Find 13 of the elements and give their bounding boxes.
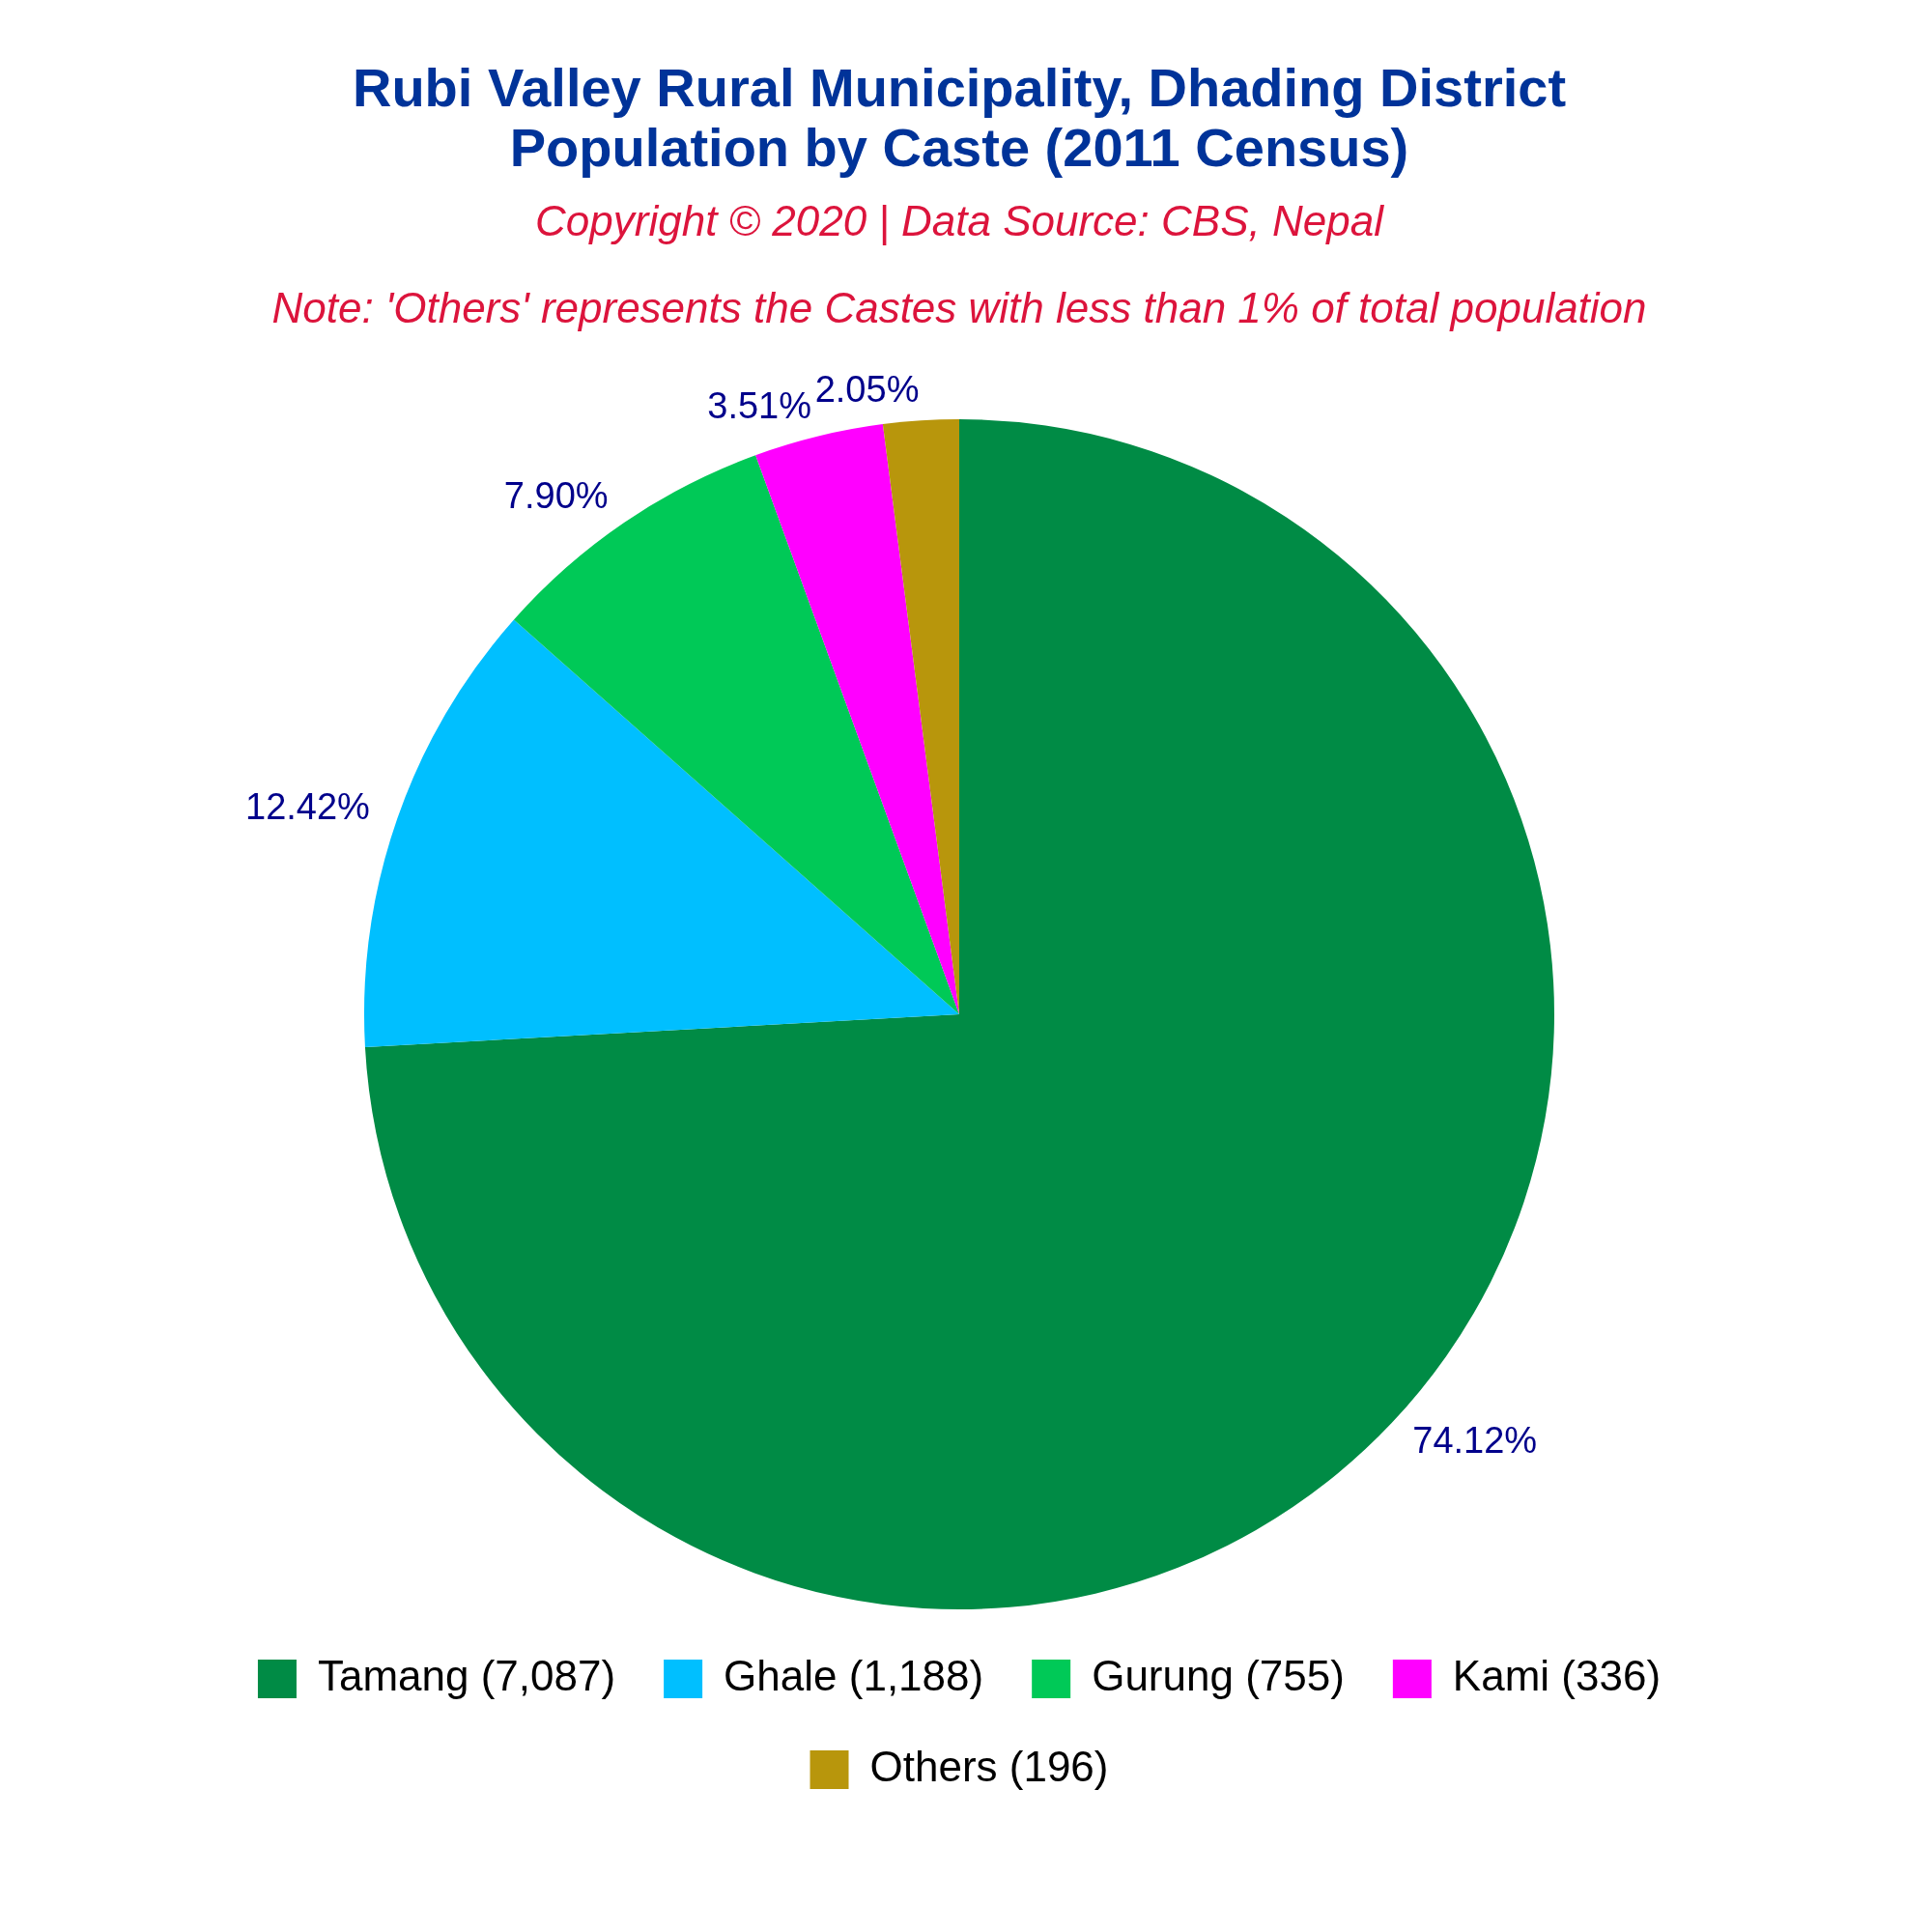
chart-subtitle: Copyright © 2020 | Data Source: CBS, Nepal [534,197,1385,245]
data-label: 3.51% [707,384,812,426]
data-label: 74.12% [1412,1420,1538,1462]
legend-label: Tamang (7,087) [317,1652,616,1700]
text: Note: 'Others' represents the Castes with less than 1% of total population [270,284,1648,332]
chart-title: Rubi Valley Rural Municipality, Dhading District Population by Caste (2011 Census) [351,57,1568,178]
data-label: 7.90% [503,475,609,517]
legend-label: Kami (336) [1452,1652,1662,1700]
legend-label: Gurung (755) [1092,1652,1345,1700]
legend-label: Ghale (1,188) [724,1652,984,1700]
legend-label: Others (196) [869,1743,1109,1791]
data-label: 2.05% [814,368,920,410]
data-label: 12.42% [245,786,370,828]
